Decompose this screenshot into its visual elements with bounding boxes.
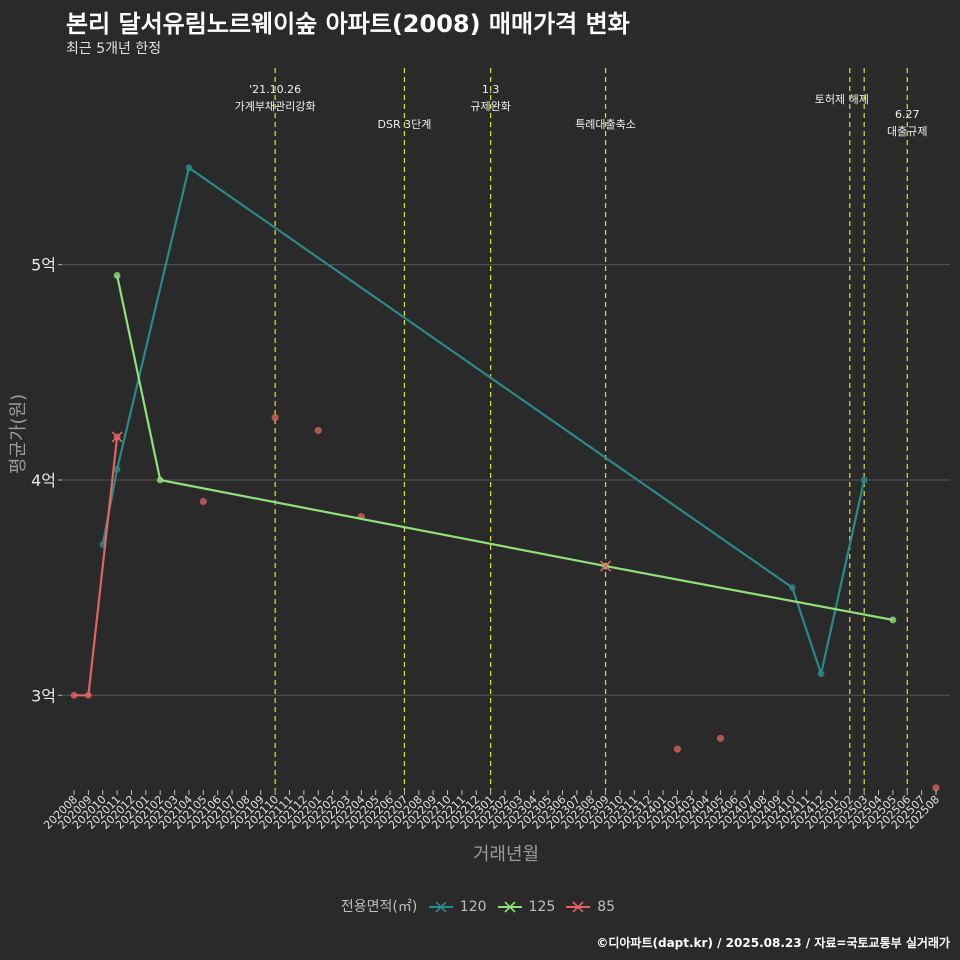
series-point-120 (113, 465, 121, 473)
legend-item-85: 85 (565, 899, 619, 915)
axes: 3억4억5억2020082020092020102020112020122021… (8, 256, 942, 865)
series-point-125 (156, 476, 164, 484)
policy-label: 가계부채관리강화 (235, 100, 316, 113)
grid-lines (62, 264, 950, 696)
series-point-85 (70, 691, 78, 699)
legend: 전용면적(㎡) 120 125 85 (0, 896, 960, 916)
y-tick-label: 3억 (31, 686, 56, 705)
scatter-point (271, 413, 279, 422)
chart-subtitle: 최근 5개년 한정 (66, 41, 162, 57)
series-point-125 (113, 272, 121, 279)
series-lines (70, 164, 897, 699)
series-line-120 (101, 165, 866, 678)
series-point-120 (788, 584, 796, 592)
chart-title: 본리 달서유림노르웨이숲 아파트(2008) 매매가격 변화 (66, 10, 630, 38)
cross-marker (600, 560, 612, 572)
cross-marker (111, 431, 123, 443)
policy-label: 1.3 (482, 83, 500, 96)
x-axis-title: 거래년월 (473, 844, 539, 865)
legend-key-icon (428, 901, 453, 913)
policy-label: '21.10.26 (249, 83, 301, 96)
scatter-point (673, 745, 682, 753)
scatter-point (199, 497, 207, 506)
source-caption: ©디아파트(dapt.kr) / 2025.08.23 / 자료=국토교통부 실… (596, 936, 950, 950)
cross-stroke (600, 560, 612, 572)
policy-label: 6.27 (895, 108, 920, 121)
policy-label: 대출규제 (887, 125, 927, 138)
series-point-85 (84, 691, 92, 699)
scatter-point (932, 784, 940, 792)
cross-stroke (111, 431, 123, 443)
y-tick-label: 4억 (31, 471, 56, 490)
legend-label: 85 (597, 899, 616, 915)
series-point-120 (860, 476, 868, 484)
legend-title: 전용면적(㎡) (340, 899, 418, 915)
series-point-120 (185, 164, 193, 172)
legend-item-125: 125 (497, 899, 560, 915)
series-point-125 (889, 616, 897, 624)
legend-label: 120 (459, 899, 487, 915)
scatter-point (716, 734, 725, 742)
y-axis-title: 평균가(원) (8, 394, 29, 474)
policy-label: 토허제 해제 (815, 92, 869, 106)
legend-key-icon (566, 901, 591, 913)
legend-item-120: 120 (428, 899, 491, 915)
policy-label: 특례대출축소 (575, 118, 636, 131)
policy-label: DSR 3단계 (378, 118, 432, 131)
scatter-point (314, 426, 322, 435)
series-line-125 (116, 275, 894, 621)
series-point-120 (817, 670, 825, 678)
legend-key-icon (497, 901, 522, 913)
legend-label: 125 (528, 899, 556, 915)
series-line-85 (74, 436, 119, 697)
scatter-points (199, 413, 940, 792)
policy-label: 규제완화 (470, 100, 510, 113)
y-tick-label: 5억 (31, 256, 56, 275)
